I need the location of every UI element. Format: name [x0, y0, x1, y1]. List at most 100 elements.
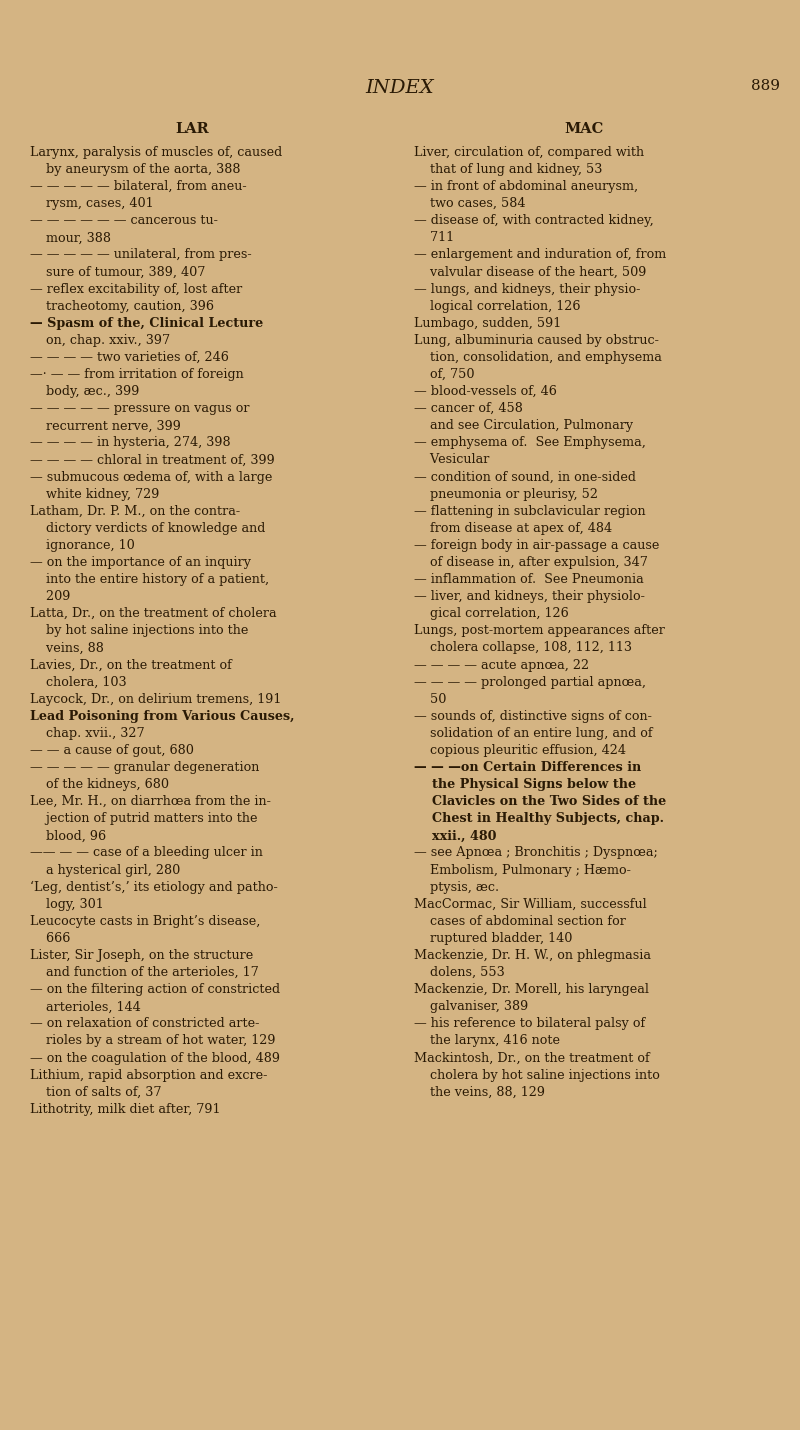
Text: arterioles, 144: arterioles, 144: [30, 1001, 141, 1014]
Text: by hot saline injections into the: by hot saline injections into the: [30, 625, 249, 638]
Text: — inflammation of.  See Pneumonia: — inflammation of. See Pneumonia: [414, 573, 644, 586]
Text: dictory verdicts of knowledge and: dictory verdicts of knowledge and: [30, 522, 266, 535]
Text: from disease at apex of, 484: from disease at apex of, 484: [414, 522, 613, 535]
Text: — — — — in hysteria, 274, 398: — — — — in hysteria, 274, 398: [30, 436, 231, 449]
Text: copious pleuritic effusion, 424: copious pleuritic effusion, 424: [414, 744, 626, 756]
Text: 711: 711: [414, 232, 454, 245]
Text: the Physical Signs below the: the Physical Signs below the: [414, 778, 637, 791]
Text: Lungs, post-mortem appearances after: Lungs, post-mortem appearances after: [414, 625, 666, 638]
Text: — foreign body in air-passage a cause: — foreign body in air-passage a cause: [414, 539, 660, 552]
Text: galvaniser, 389: galvaniser, 389: [414, 1001, 529, 1014]
Text: Lee, Mr. H., on diarrhœa from the in-: Lee, Mr. H., on diarrhœa from the in-: [30, 795, 271, 808]
Text: mour, 388: mour, 388: [30, 232, 111, 245]
Text: cholera by hot saline injections into: cholera by hot saline injections into: [414, 1068, 660, 1081]
Text: Mackintosh, Dr., on the treatment of: Mackintosh, Dr., on the treatment of: [414, 1051, 650, 1064]
Text: — blood-vessels of, 46: — blood-vessels of, 46: [414, 385, 558, 398]
Text: — on the filtering action of constricted: — on the filtering action of constricted: [30, 984, 281, 997]
Text: the veins, 88, 129: the veins, 88, 129: [414, 1085, 546, 1098]
Text: blood, 96: blood, 96: [30, 829, 106, 842]
Text: — flattening in subclavicular region: — flattening in subclavicular region: [414, 505, 646, 518]
Text: dolens, 553: dolens, 553: [414, 967, 505, 980]
Text: and function of the arterioles, 17: and function of the arterioles, 17: [30, 967, 259, 980]
Text: 666: 666: [30, 932, 70, 945]
Text: ruptured bladder, 140: ruptured bladder, 140: [414, 932, 573, 945]
Text: — condition of sound, in one-sided: — condition of sound, in one-sided: [414, 470, 637, 483]
Text: — — — — — unilateral, from pres-: — — — — — unilateral, from pres-: [30, 249, 252, 262]
Text: — — — — — granular degeneration: — — — — — granular degeneration: [30, 761, 260, 774]
Text: — — —on Certain Differences in: — — —on Certain Differences in: [414, 761, 642, 774]
Text: Lister, Sir Joseph, on the structure: Lister, Sir Joseph, on the structure: [30, 950, 254, 962]
Text: — — a cause of gout, 680: — — a cause of gout, 680: [30, 744, 194, 756]
Text: Chest in Healthy Subjects, chap.: Chest in Healthy Subjects, chap.: [414, 812, 665, 825]
Text: ‘Leg, dentist’s,’ its etiology and patho-: ‘Leg, dentist’s,’ its etiology and patho…: [30, 881, 278, 894]
Text: — — — — — bilateral, from aneu-: — — — — — bilateral, from aneu-: [30, 180, 247, 193]
Text: — on the coagulation of the blood, 489: — on the coagulation of the blood, 489: [30, 1051, 280, 1064]
Text: — on relaxation of constricted arte-: — on relaxation of constricted arte-: [30, 1017, 260, 1031]
Text: ptysis, æc.: ptysis, æc.: [414, 881, 499, 894]
Text: Vesicular: Vesicular: [414, 453, 490, 466]
Text: Lead Poisoning from Various Causes,: Lead Poisoning from Various Causes,: [30, 709, 295, 722]
Text: — enlargement and induration of, from: — enlargement and induration of, from: [414, 249, 666, 262]
Text: — cancer of, 458: — cancer of, 458: [414, 402, 523, 415]
Text: Leucocyte casts in Bright’s disease,: Leucocyte casts in Bright’s disease,: [30, 915, 261, 928]
Text: sure of tumour, 389, 407: sure of tumour, 389, 407: [30, 266, 206, 279]
Text: pneumonia or pleurisy, 52: pneumonia or pleurisy, 52: [414, 488, 598, 500]
Text: rioles by a stream of hot water, 129: rioles by a stream of hot water, 129: [30, 1034, 276, 1047]
Text: on, chap. xxiv., 397: on, chap. xxiv., 397: [30, 333, 170, 347]
Text: body, æc., 399: body, æc., 399: [30, 385, 140, 398]
Text: of disease in, after expulsion, 347: of disease in, after expulsion, 347: [414, 556, 648, 569]
Text: Lithium, rapid absorption and excre-: Lithium, rapid absorption and excre-: [30, 1068, 268, 1081]
Text: a hysterical girl, 280: a hysterical girl, 280: [30, 864, 181, 877]
Text: ignorance, 10: ignorance, 10: [30, 539, 135, 552]
Text: veins, 88: veins, 88: [30, 642, 104, 655]
Text: Lithotrity, milk diet after, 791: Lithotrity, milk diet after, 791: [30, 1103, 221, 1115]
Text: 209: 209: [30, 591, 70, 603]
Text: cholera, 103: cholera, 103: [30, 675, 127, 689]
Text: Mackenzie, Dr. Morell, his laryngeal: Mackenzie, Dr. Morell, his laryngeal: [414, 984, 650, 997]
Text: — on the importance of an inquiry: — on the importance of an inquiry: [30, 556, 251, 569]
Text: MacCormac, Sir William, successful: MacCormac, Sir William, successful: [414, 898, 647, 911]
Text: — — — — acute apnœa, 22: — — — — acute apnœa, 22: [414, 659, 590, 672]
Text: valvular disease of the heart, 509: valvular disease of the heart, 509: [414, 266, 646, 279]
Text: — emphysema of.  See Emphysema,: — emphysema of. See Emphysema,: [414, 436, 646, 449]
Text: Latta, Dr., on the treatment of cholera: Latta, Dr., on the treatment of cholera: [30, 608, 277, 621]
Text: cases of abdominal section for: cases of abdominal section for: [414, 915, 626, 928]
Text: Larynx, paralysis of muscles of, caused: Larynx, paralysis of muscles of, caused: [30, 146, 282, 159]
Text: — liver, and kidneys, their physiolo-: — liver, and kidneys, their physiolo-: [414, 591, 646, 603]
Text: Embolism, Pulmonary ; Hæmo-: Embolism, Pulmonary ; Hæmo-: [414, 864, 631, 877]
Text: of the kidneys, 680: of the kidneys, 680: [30, 778, 170, 791]
Text: jection of putrid matters into the: jection of putrid matters into the: [30, 812, 258, 825]
Text: gical correlation, 126: gical correlation, 126: [414, 608, 569, 621]
Text: Lumbago, sudden, 591: Lumbago, sudden, 591: [414, 317, 562, 330]
Text: MAC: MAC: [564, 122, 604, 136]
Text: chap. xvii., 327: chap. xvii., 327: [30, 726, 145, 739]
Text: tion, consolidation, and emphysema: tion, consolidation, and emphysema: [414, 350, 662, 363]
Text: — — — — — — cancerous tu-: — — — — — — cancerous tu-: [30, 214, 218, 227]
Text: solidation of an entire lung, and of: solidation of an entire lung, and of: [414, 726, 653, 739]
Text: and see Circulation, Pulmonary: and see Circulation, Pulmonary: [414, 419, 634, 432]
Text: Latham, Dr. P. M., on the contra-: Latham, Dr. P. M., on the contra-: [30, 505, 241, 518]
Text: — reflex excitability of, lost after: — reflex excitability of, lost after: [30, 283, 242, 296]
Text: — — — — prolonged partial apnœa,: — — — — prolonged partial apnœa,: [414, 675, 646, 689]
Text: by aneurysm of the aorta, 388: by aneurysm of the aorta, 388: [30, 163, 241, 176]
Text: — Spasm of the, Clinical Lecture: — Spasm of the, Clinical Lecture: [30, 317, 264, 330]
Text: — disease of, with contracted kidney,: — disease of, with contracted kidney,: [414, 214, 654, 227]
Text: — in front of abdominal aneurysm,: — in front of abdominal aneurysm,: [414, 180, 638, 193]
Text: — his reference to bilateral palsy of: — his reference to bilateral palsy of: [414, 1017, 646, 1031]
Text: tracheotomy, caution, 396: tracheotomy, caution, 396: [30, 300, 214, 313]
Text: the larynx, 416 note: the larynx, 416 note: [414, 1034, 561, 1047]
Text: — sounds of, distinctive signs of con-: — sounds of, distinctive signs of con-: [414, 709, 652, 722]
Text: Lung, albuminuria caused by obstruc-: Lung, albuminuria caused by obstruc-: [414, 333, 659, 347]
Text: Clavicles on the Two Sides of the: Clavicles on the Two Sides of the: [414, 795, 666, 808]
Text: two cases, 584: two cases, 584: [414, 197, 526, 210]
Text: logy, 301: logy, 301: [30, 898, 104, 911]
Text: Laycock, Dr., on delirium tremens, 191: Laycock, Dr., on delirium tremens, 191: [30, 692, 282, 705]
Text: 50: 50: [414, 692, 446, 705]
Text: white kidney, 729: white kidney, 729: [30, 488, 160, 500]
Text: — submucous œdema of, with a large: — submucous œdema of, with a large: [30, 470, 273, 483]
Text: Mackenzie, Dr. H. W., on phlegmasia: Mackenzie, Dr. H. W., on phlegmasia: [414, 950, 651, 962]
Text: LAR: LAR: [175, 122, 209, 136]
Text: Liver, circulation of, compared with: Liver, circulation of, compared with: [414, 146, 645, 159]
Text: recurrent nerve, 399: recurrent nerve, 399: [30, 419, 182, 432]
Text: — — — — — pressure on vagus or: — — — — — pressure on vagus or: [30, 402, 250, 415]
